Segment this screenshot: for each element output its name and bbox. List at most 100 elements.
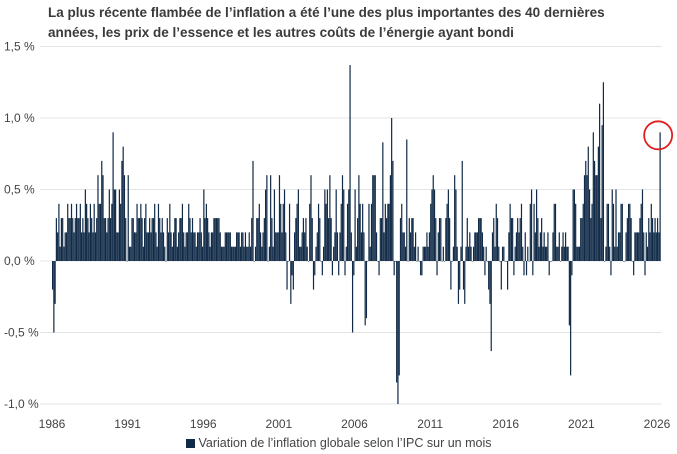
bar [322,246,325,261]
bar [116,232,118,261]
bar [379,218,381,261]
bar [127,175,129,261]
bar [470,246,472,261]
bar [650,203,652,261]
bar [581,218,583,261]
bar [252,160,254,261]
bar [645,232,647,261]
bar [388,203,390,261]
y-tick-label: 0,0 % [4,254,35,268]
bar [507,261,509,290]
bar [445,218,447,261]
bar [389,175,391,261]
bar [173,232,175,261]
bar [151,218,153,261]
bar [587,146,589,261]
bar [571,261,573,276]
bar [530,189,533,261]
bar [339,232,341,261]
bar [58,203,60,261]
bar [115,189,117,261]
bar [355,246,357,261]
bar [640,203,642,261]
bar [179,218,181,261]
bar [583,175,586,261]
bar [224,232,226,261]
bar [175,218,177,261]
bar [60,218,63,261]
bar [273,189,276,261]
bar [609,246,611,261]
bar [272,246,274,261]
bar [304,232,306,261]
bar [249,246,252,261]
bar [145,203,147,261]
bar [167,232,170,261]
legend: Variation de l’inflation globale selon l… [0,436,677,450]
bar [607,203,610,261]
bar [268,246,270,261]
bar [573,189,576,261]
bar [328,218,330,261]
bar [446,203,448,261]
bar [465,246,467,261]
bar [466,218,468,261]
bar [422,246,424,261]
bar [626,218,628,261]
bar [401,203,403,261]
bar [486,261,489,262]
bar [299,246,301,261]
highlight-circle [643,120,674,151]
bar [63,246,65,261]
bar [330,218,332,261]
bar [524,232,526,261]
bar [159,218,161,261]
bar [357,218,359,261]
bar [452,246,455,261]
bar [387,203,389,261]
bar [87,218,89,261]
bar [314,261,316,276]
bar [189,218,191,261]
bar [475,232,477,261]
bar [591,203,593,261]
bar [620,203,622,261]
bar [599,103,601,261]
bar [546,246,548,261]
bar [261,246,263,261]
bar [417,246,419,261]
bar [276,232,278,261]
bar [80,232,83,261]
bar [624,261,626,262]
bar [118,189,120,261]
bar [160,232,162,261]
bar [621,203,623,261]
bar [378,261,380,276]
bar [519,218,521,261]
bar [253,261,255,262]
bar [144,218,146,261]
bar [375,232,378,261]
bar [96,218,98,261]
bar [238,232,240,261]
bar [416,261,418,262]
bar [480,218,482,261]
bar [311,218,313,261]
bar [641,189,644,261]
bar [437,232,439,261]
bar [485,246,487,261]
bar [374,175,376,261]
bar [67,203,69,261]
bar [244,232,247,261]
bar [567,246,569,261]
bar [649,232,651,261]
bar [91,218,93,261]
bar [106,232,108,261]
bar [505,261,507,262]
bar [278,175,281,261]
bar [326,189,328,261]
bar [229,232,231,261]
bar [566,246,568,261]
bar [217,218,219,261]
bar [498,246,500,261]
